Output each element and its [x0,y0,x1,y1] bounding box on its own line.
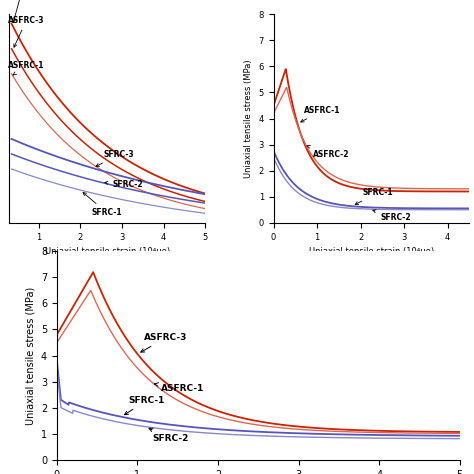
Text: SFRC-2: SFRC-2 [105,180,143,189]
Text: ASFRC-1: ASFRC-1 [8,62,45,75]
Text: (b): (b) [365,273,378,283]
Text: SFRC-3: SFRC-3 [96,150,135,166]
Text: ASFRC-1: ASFRC-1 [155,383,204,393]
Y-axis label: Uniaxial tensile stress (MPa): Uniaxial tensile stress (MPa) [244,59,253,178]
Text: SFRC-1: SFRC-1 [355,188,393,204]
Text: SFRC-2: SFRC-2 [373,210,411,222]
Text: SFRC-2: SFRC-2 [149,428,189,443]
Text: ASFRC-1: ASFRC-1 [301,106,341,122]
X-axis label: Uniaxial tensile strain (10⁴μe): Uniaxial tensile strain (10⁴μe) [309,247,434,256]
Text: ASFRC-3: ASFRC-3 [8,16,45,47]
Text: (a): (a) [100,273,114,283]
Text: SFRC-1: SFRC-1 [125,396,164,415]
Text: ASFRC-2: ASFRC-2 [307,146,350,159]
Text: ASFRC-3: ASFRC-3 [141,333,188,352]
Text: ASFRC-2: ASFRC-2 [8,0,45,22]
Y-axis label: Uniaxial tensile stress (MPa): Uniaxial tensile stress (MPa) [25,286,36,425]
Text: SFRC-1: SFRC-1 [83,192,122,217]
X-axis label: Uniaxial tensile strain (10⁴μe): Uniaxial tensile strain (10⁴μe) [45,247,170,256]
